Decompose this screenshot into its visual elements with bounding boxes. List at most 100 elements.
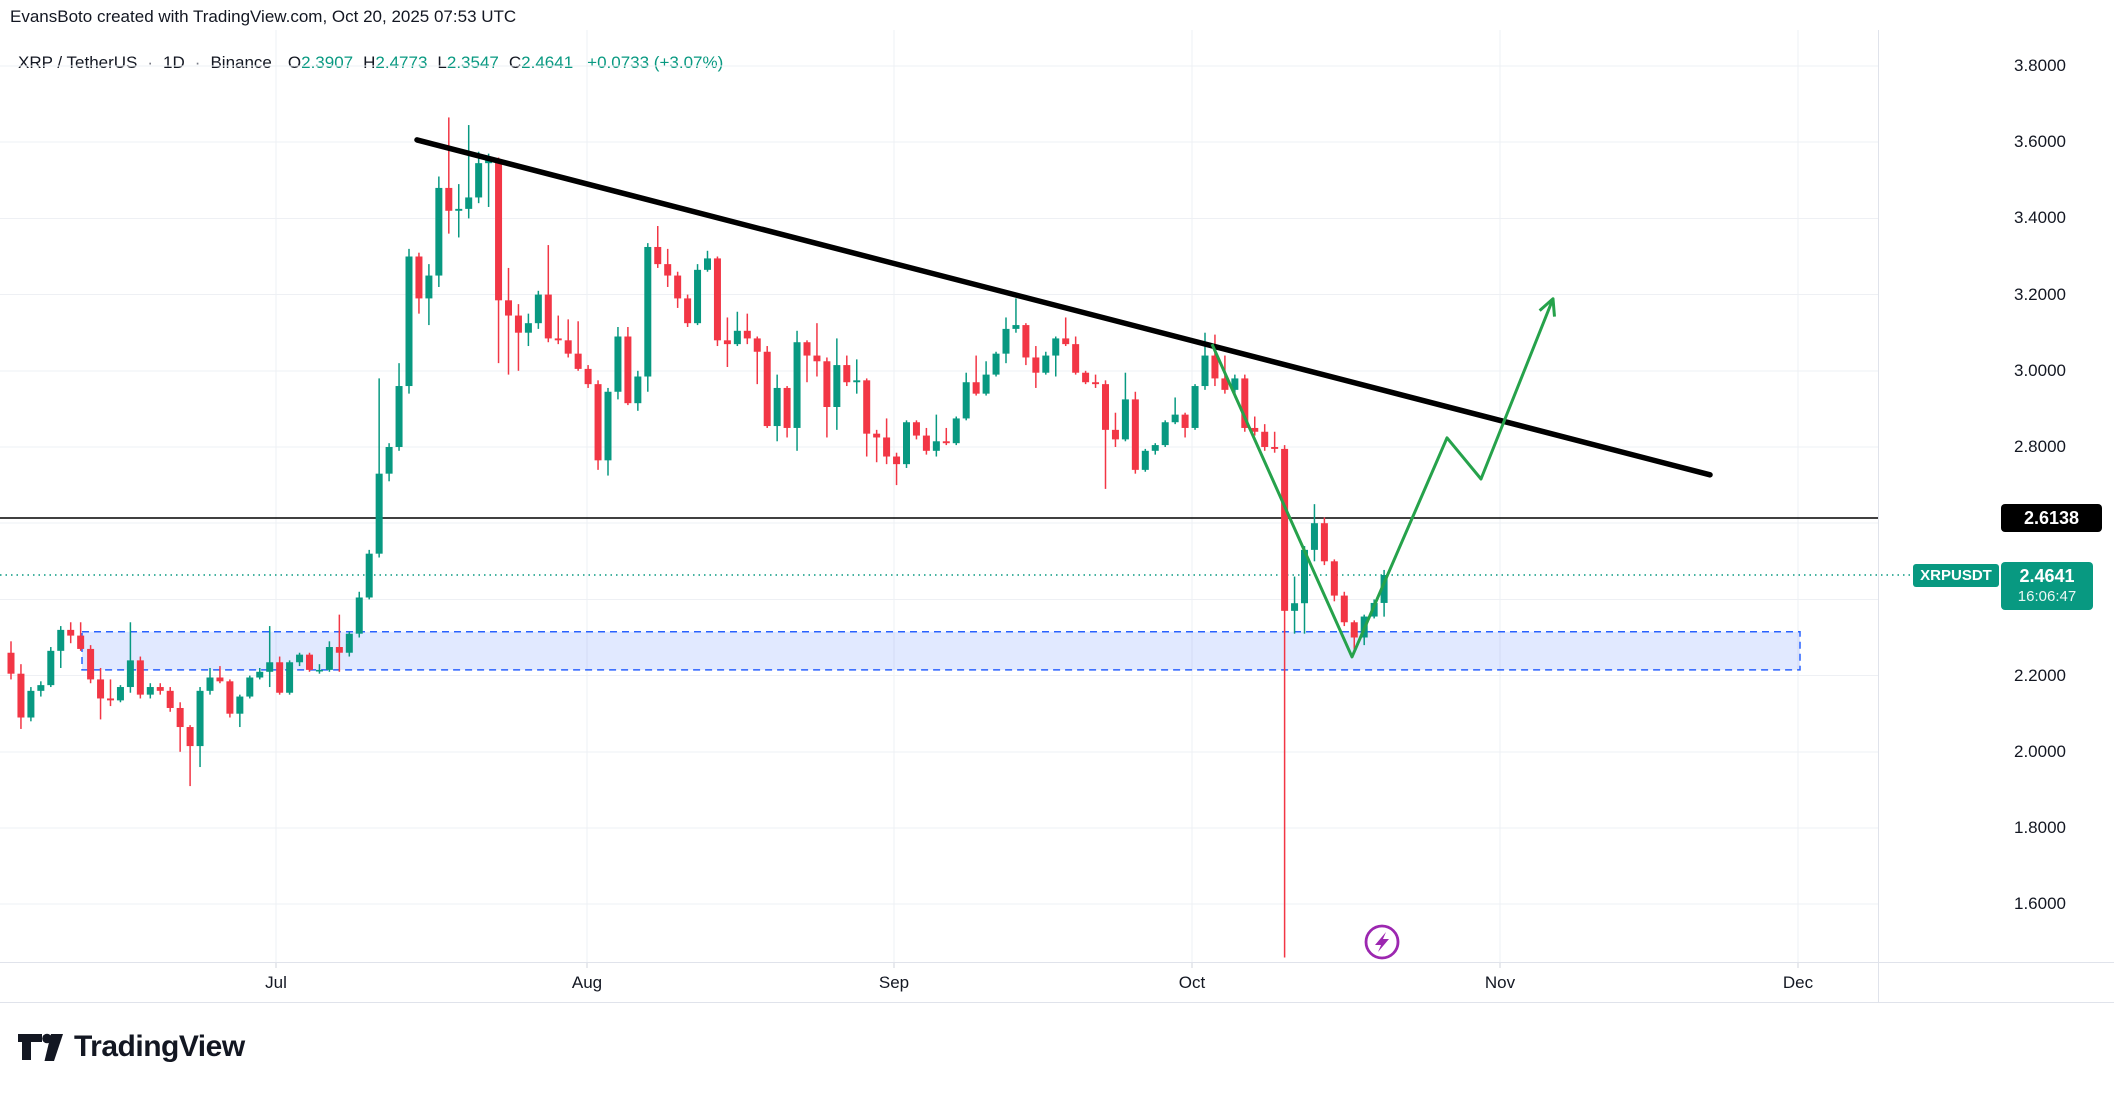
supply-zone-box[interactable]	[81, 631, 1801, 671]
candle-body	[1301, 549, 1308, 604]
candle-body	[335, 647, 343, 653]
price-tick-label: 1.6000	[2014, 894, 2066, 914]
candle-body	[136, 660, 144, 695]
candle-body	[1191, 386, 1199, 428]
candle-body	[7, 652, 15, 674]
candle-body	[1320, 523, 1328, 562]
candle-body	[893, 456, 901, 465]
candle-body	[266, 662, 274, 672]
candle-body	[355, 597, 363, 634]
candle-body	[1111, 429, 1119, 440]
candle-body	[77, 635, 85, 649]
candle-body	[415, 256, 423, 299]
price-axis-border	[1878, 30, 1879, 1002]
legend-change-value: +0.0733 (+3.07%)	[587, 53, 724, 72]
candle-body	[624, 336, 632, 404]
candle-body	[1370, 602, 1378, 617]
candle-body	[584, 368, 592, 385]
candle-body	[644, 246, 652, 377]
time-tick-label: Jul	[265, 973, 287, 992]
candle-body	[1340, 595, 1348, 623]
candle-body	[952, 418, 960, 444]
projection-arrowhead	[1538, 297, 1556, 317]
candle-body	[544, 294, 552, 339]
candle-body	[743, 330, 751, 339]
candle-body	[395, 386, 403, 447]
candle-body	[534, 294, 542, 324]
candle-body	[116, 687, 124, 701]
time-tick-label: Aug	[571, 973, 603, 992]
candle-body	[1012, 325, 1020, 329]
candle-body	[57, 629, 65, 651]
candle-body	[713, 258, 721, 341]
lightning-badge-circle[interactable]	[1364, 924, 1400, 960]
candle-body	[873, 433, 881, 438]
candle-body	[455, 208, 463, 211]
price-tick-label: 2.8000	[2014, 437, 2066, 456]
candle-body	[883, 437, 891, 457]
projection-arrow-line[interactable]	[1210, 298, 1555, 659]
candle-body	[1171, 414, 1179, 423]
candle-body	[1151, 445, 1159, 451]
chart-bottom-border	[0, 1002, 2114, 1003]
candle-body	[843, 365, 851, 383]
tradingview-logo[interactable]: TradingView	[18, 1030, 245, 1064]
candle-body	[554, 338, 562, 341]
candle-body	[196, 690, 204, 747]
candle-body	[47, 650, 55, 686]
last-price-value: 2.4641	[2019, 566, 2075, 587]
candle-body	[863, 380, 871, 434]
price-tick-label: 3.0000	[2014, 360, 2066, 380]
candle-body	[694, 269, 702, 324]
candle-body	[226, 681, 234, 714]
candle-body	[1350, 622, 1358, 638]
candle-body	[325, 647, 333, 670]
candle-body	[475, 163, 483, 198]
candle-body	[773, 387, 781, 427]
candle-body	[425, 275, 433, 299]
candle-body	[1002, 328, 1010, 354]
legend-interval[interactable]: 1D	[163, 53, 185, 72]
candle-body	[1271, 447, 1279, 449]
candle-body	[107, 698, 114, 701]
candle-body	[156, 687, 164, 691]
candle-body	[435, 187, 443, 276]
price-tick-label: 2.2000	[2014, 665, 2066, 685]
price-tick-label: 1.8000	[2014, 818, 2066, 837]
last-price-label: 2.4641 16:06:47	[2001, 562, 2093, 610]
candle-body	[1102, 384, 1109, 430]
candle-body	[27, 690, 35, 718]
legend-symbol[interactable]: XRP / TetherUS	[18, 53, 138, 72]
candle-body	[1231, 378, 1239, 390]
hline-price-label: 2.6138	[2001, 504, 2102, 532]
candle-body	[853, 380, 861, 383]
legend-separator: ·	[194, 53, 201, 72]
tradingview-logo-text: TradingView	[74, 1030, 245, 1063]
candle-body	[146, 687, 154, 695]
candle-body	[1310, 523, 1318, 550]
candle-body	[1211, 355, 1219, 379]
lightning-bolt-icon	[1375, 932, 1389, 952]
candle-body	[276, 662, 284, 693]
candle-body	[614, 336, 622, 392]
candle-body	[763, 351, 771, 427]
candle-body	[1062, 338, 1070, 345]
candle-body	[982, 374, 990, 394]
candle-body	[1201, 355, 1209, 387]
price-tick-label: 3.8000	[2014, 56, 2066, 75]
candle-body	[962, 382, 970, 419]
candle-body	[1261, 431, 1269, 447]
candle-body	[385, 447, 393, 474]
candle-body	[1181, 414, 1189, 428]
candle-body	[67, 629, 75, 636]
descending-trendline[interactable]	[414, 137, 1713, 478]
time-axis-border	[0, 962, 2114, 963]
candle-body	[634, 376, 642, 404]
candle-body	[236, 696, 244, 714]
candle-body	[942, 441, 950, 444]
candle-body	[813, 355, 821, 362]
candle-body	[405, 256, 413, 387]
legend-ohlc-pair: O2.3907	[287, 53, 354, 72]
candle-body	[654, 246, 662, 265]
